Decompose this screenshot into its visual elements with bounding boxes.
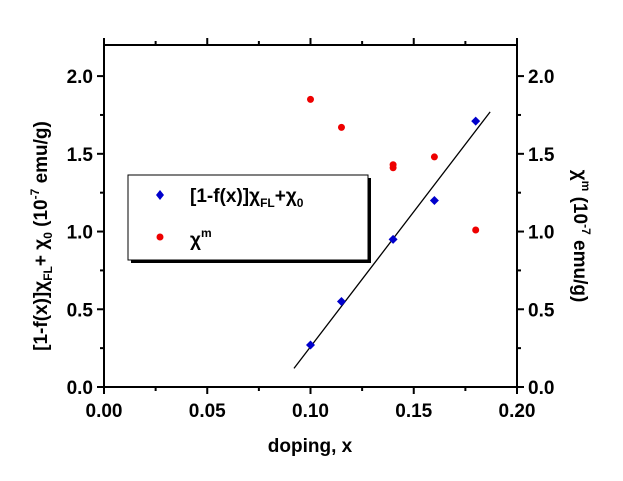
x-tick-label: 0.00: [86, 401, 123, 422]
data-point-circle: [307, 95, 314, 103]
right-y-tick-label: 2.0: [528, 67, 554, 88]
data-point-diamond: [471, 116, 481, 126]
left-y-tick-label: 1.5: [67, 145, 94, 166]
data-point-circle: [389, 161, 397, 169]
left-y-tick-label: 0.5: [67, 300, 94, 321]
legend-marker-circle: [156, 233, 164, 241]
right-y-axis-title: χm (10-7 emu/g): [569, 170, 593, 303]
data-point-circle: [472, 226, 480, 234]
right-y-tick-label: 0.5: [528, 300, 555, 321]
legend-shadow-bottom: [131, 260, 371, 263]
left-y-axis-title: [1-f(x)]χFL+ χ0 (10-7 emu/g): [28, 121, 55, 351]
left-y-tick-label: 2.0: [67, 67, 93, 88]
legend-label-fit-series: [1-f(x)]χFL+χ0: [190, 186, 304, 210]
x-tick-label: 0.20: [499, 401, 536, 422]
legend-marker-diamond: [156, 190, 164, 200]
x-axis-title: doping, x: [268, 436, 353, 457]
data-point-circle: [337, 123, 345, 131]
right-y-tick-label: 0.0: [528, 378, 554, 399]
data-points: [306, 95, 481, 350]
legend: [1-f(x)]χFL+χ0 χm: [127, 174, 371, 263]
x-tick-label: 0.10: [292, 401, 329, 422]
ticks: 0.00 0.05 0.10 0.15 0.200.0 0.00.5 0.51.0 1.01.…: [67, 38, 555, 422]
x-tick-label: 0.15: [395, 401, 432, 422]
data-point-diamond: [336, 297, 346, 306]
right-y-tick-label: 1.0: [528, 223, 554, 244]
data-point-diamond: [306, 340, 315, 350]
x-tick-label: 0.05: [189, 401, 226, 422]
legend-shadow-right: [368, 178, 371, 263]
right-y-tick-label: 1.5: [528, 145, 555, 166]
data-point-circle: [430, 153, 438, 161]
data-point-diamond: [429, 195, 439, 205]
left-y-tick-label: 1.0: [67, 223, 93, 244]
legend-box: [127, 174, 369, 261]
left-y-tick-label: 0.0: [67, 378, 93, 399]
legend-label-chi-m: χm: [190, 226, 212, 251]
data-point-diamond: [388, 234, 398, 244]
